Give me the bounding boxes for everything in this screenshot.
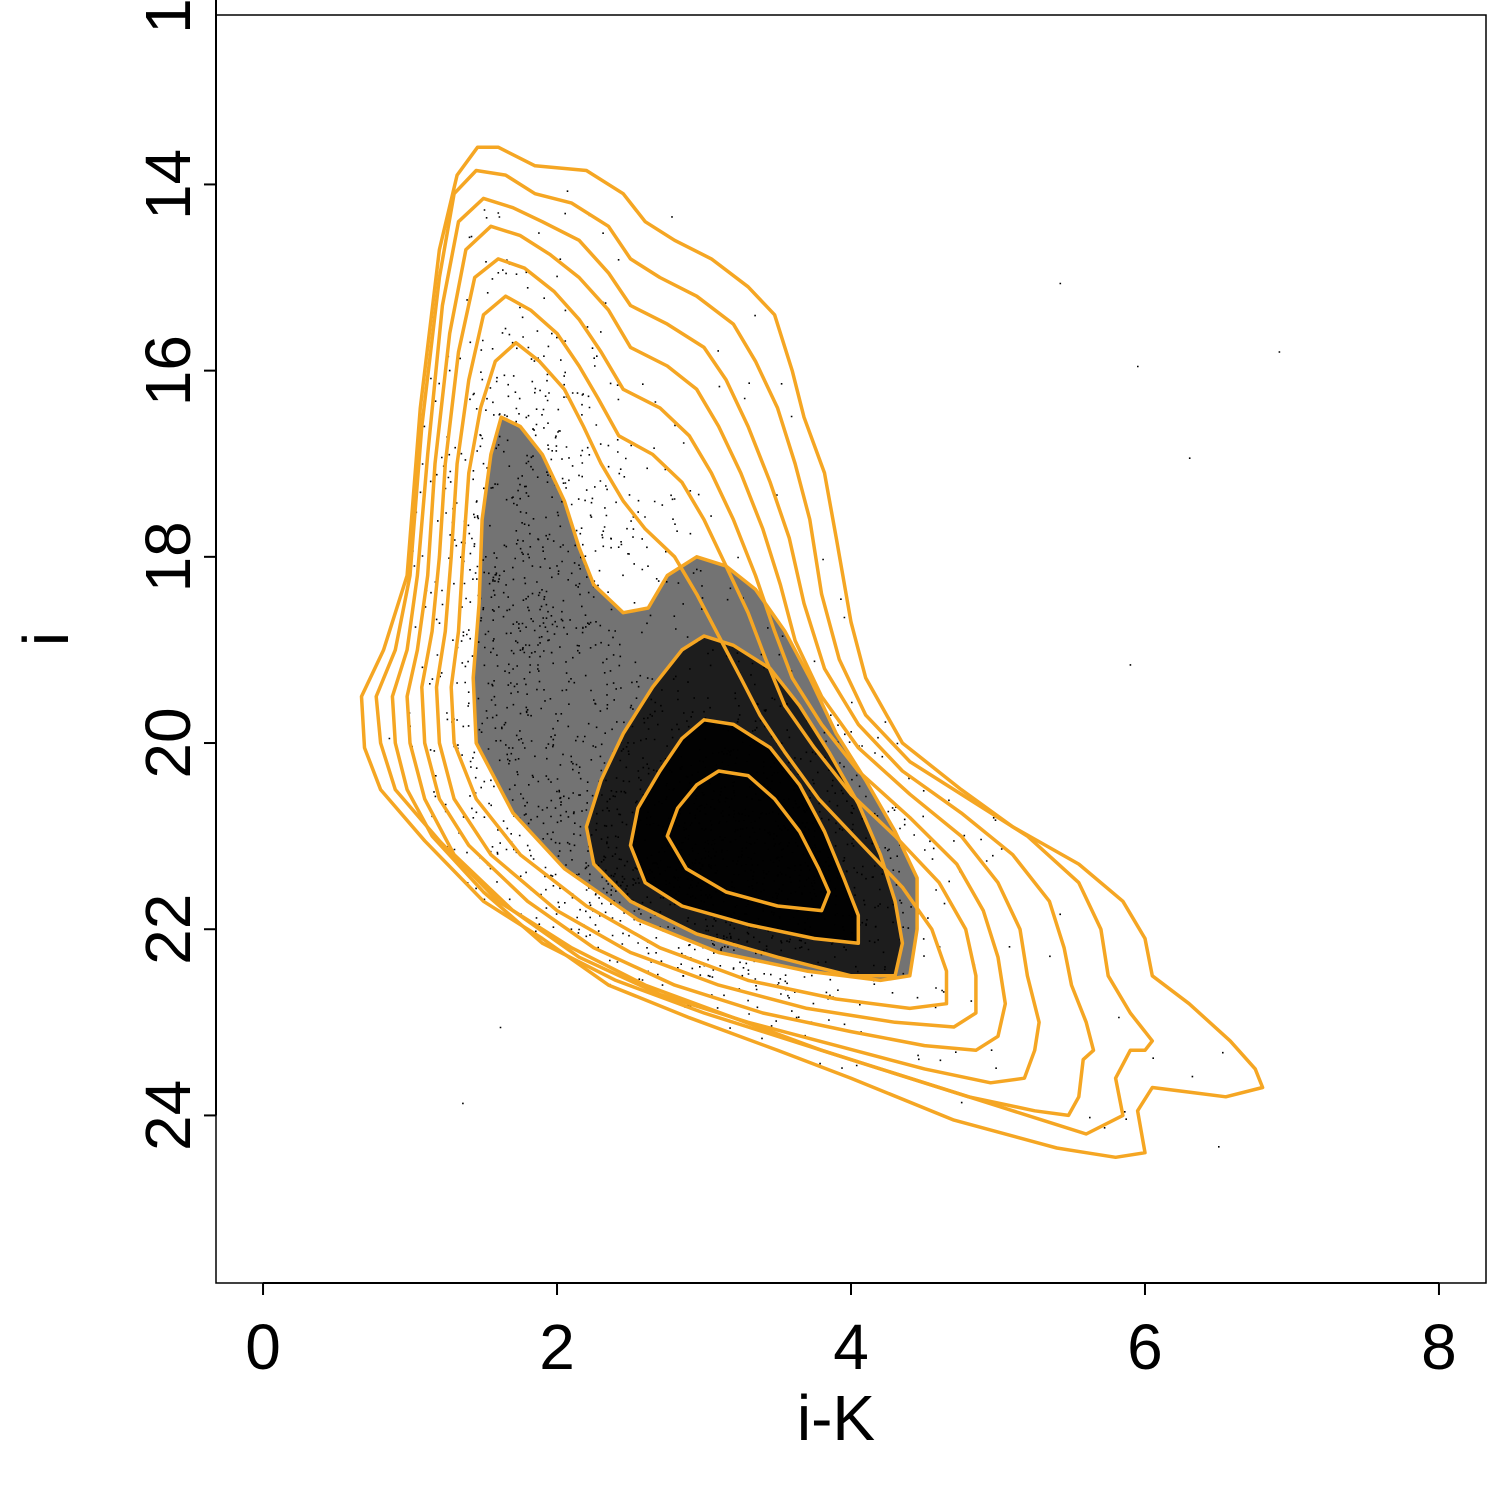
x-tick-label: 4 <box>833 1311 869 1383</box>
contour-line-8 <box>471 415 919 983</box>
y-ticks: 12 14 16 18 20 22 24 <box>132 0 216 1151</box>
x-tick-label: 8 <box>1421 1311 1457 1383</box>
y-tick-label: 18 <box>132 521 204 592</box>
y-tick-label: 20 <box>132 707 204 778</box>
contour-line-9 <box>584 634 905 978</box>
x-tick-label: 0 <box>245 1311 281 1383</box>
y-tick-label: 24 <box>132 1080 204 1151</box>
contour-line-7 <box>449 340 949 1011</box>
x-ticks: 0 2 4 6 8 <box>245 1283 1457 1383</box>
y-tick-label: 12 <box>132 0 204 34</box>
contour-line-11 <box>665 769 831 913</box>
contour-line-5 <box>420 257 1008 1053</box>
y-tick-label: 22 <box>132 894 204 965</box>
y-tick-label: 16 <box>132 335 204 406</box>
contour-line-4 <box>405 224 1041 1085</box>
contour-line-3 <box>390 196 1096 1118</box>
x-tick-label: 2 <box>539 1311 575 1383</box>
x-tick-label: 6 <box>1127 1311 1163 1383</box>
scatter-points <box>388 190 1281 1148</box>
contour-line-10 <box>628 718 861 945</box>
y-tick-label: 14 <box>132 149 204 220</box>
dense-core-region <box>473 417 918 981</box>
x-axis-title: i-K <box>797 1382 875 1454</box>
y-axis-title: i <box>10 632 82 646</box>
density-contours <box>359 145 1265 1160</box>
contour-line-6 <box>434 294 978 1029</box>
contour-line-1 <box>359 145 1265 1160</box>
